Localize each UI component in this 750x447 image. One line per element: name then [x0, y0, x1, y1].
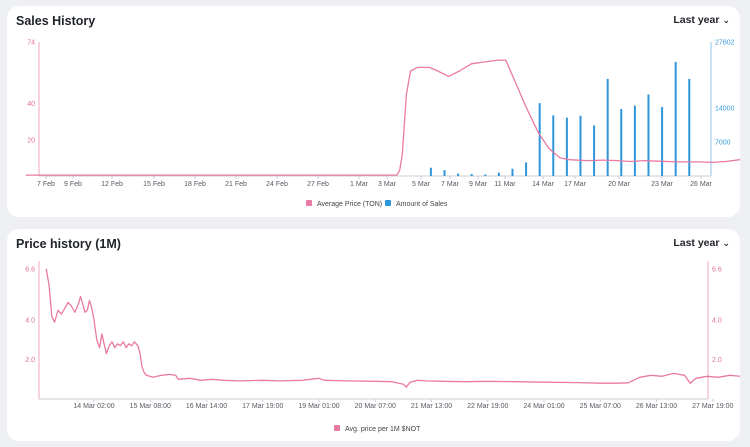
x-tick-label: 14 Mar [532, 181, 554, 188]
sales-history-title: Sales History [16, 14, 96, 28]
x-tick-label: 16 Mar 14:00 [186, 403, 227, 410]
sales-history-period-label: Last year [673, 14, 720, 26]
x-tick-label: 15 Mar 08:00 [130, 403, 171, 410]
sales-bar [661, 107, 664, 176]
right-y-tick-label: 2.0 [712, 357, 722, 364]
sales-bar [579, 115, 582, 176]
price-history-title: Price history (1M) [16, 237, 121, 251]
sales-bar [552, 115, 555, 176]
x-tick-label: 21 Feb [225, 181, 247, 188]
legend-label-average-price: Average Price (TON) [317, 201, 382, 208]
sales-history-card: Sales History Last year ⌄ 74 40 20 27602 1400… [7, 6, 740, 217]
right-y-tick-label: 27602 [715, 40, 735, 47]
sales-history-legend: Average Price (TON) Amount of Sales [306, 200, 448, 208]
sales-bar [429, 167, 432, 176]
x-tick-label: 7 Mar [441, 181, 460, 188]
x-tick-label: 20 Mar [608, 181, 630, 188]
sales-history-chart: 74 40 20 27602 14000 7000 7 Feb 9 Feb 12 Feb 15 F… [25, 40, 740, 208]
x-tick-label: 5 Mar [412, 181, 431, 188]
sales-bar [497, 172, 500, 176]
price-history-chart: 6.6 6.6 4.0 4.0 2.0 2.0 14 Mar 02:00 15 Mar 08:… [25, 261, 740, 433]
price-history-period-dropdown[interactable]: Last year ⌄ [673, 237, 730, 249]
left-y-tick-label: 74 [27, 40, 35, 47]
x-tick-label: 19 Mar 01:00 [298, 403, 339, 410]
left-y-tick-label: 4.0 [25, 318, 35, 325]
left-y-tick-label: 40 [27, 101, 35, 108]
sales-bar [647, 94, 650, 176]
left-y-tick-label: 20 [27, 137, 35, 144]
sales-bar [443, 170, 446, 176]
sales-bar [606, 78, 609, 176]
price-history-card: Price history (1M) Last year ⌄ 6.6 6.6 4.0 4… [7, 229, 740, 441]
legend-label-amount-of-sales: Amount of Sales [396, 201, 448, 208]
x-tick-label: 20 Mar 07:00 [355, 403, 396, 410]
sales-bar [484, 174, 487, 176]
x-tick-label: 14 Mar 02:00 [73, 403, 114, 410]
x-tick-label: 12 Feb [101, 181, 123, 188]
average-price-line [25, 59, 740, 176]
x-tick-label: 25 Mar 07:00 [580, 403, 621, 410]
x-tick-label: 9 Mar [469, 181, 488, 188]
sales-bar [593, 125, 596, 176]
x-tick-label: 27 Mar 19:00 [692, 403, 733, 410]
right-y-tick-label: 4.0 [712, 318, 722, 325]
sales-bar [511, 168, 514, 176]
x-tick-label: 18 Feb [184, 181, 206, 188]
right-y-tick-label: 6.6 [712, 266, 722, 273]
x-tick-label: 11 Mar [494, 181, 516, 188]
sales-bar [457, 173, 460, 176]
x-tick-label: 17 Mar [564, 181, 586, 188]
sales-bar [633, 105, 636, 176]
sales-history-period-dropdown[interactable]: Last year ⌄ [673, 14, 730, 26]
price-history-legend: Avg. price per 1M $NOT [334, 425, 421, 433]
x-tick-label: 9 Feb [64, 181, 82, 188]
legend-label-avg-price: Avg. price per 1M $NOT [345, 426, 421, 433]
x-tick-label: 22 Mar 19:00 [467, 403, 508, 410]
x-tick-label: 3 Mar [378, 181, 397, 188]
x-tick-label: 26 Mar 13:00 [636, 403, 677, 410]
x-tick-label: 21 Mar 13:00 [411, 403, 452, 410]
chevron-down-icon: ⌄ [722, 15, 730, 25]
chevron-down-icon: ⌄ [722, 238, 730, 248]
sales-bar [620, 109, 623, 176]
legend-swatch-amount-of-sales [385, 200, 391, 206]
x-tick-label: 26 Mar [690, 181, 712, 188]
x-tick-label: 17 Mar 19:00 [242, 403, 283, 410]
x-tick-label: 24 Feb [266, 181, 288, 188]
left-y-tick-label: 6.6 [25, 266, 35, 273]
x-tick-label: 24 Mar 01:00 [523, 403, 564, 410]
right-y-tick-label: 7000 [715, 140, 731, 147]
x-tick-label: 27 Feb [307, 181, 329, 188]
sales-bar [525, 162, 528, 176]
right-y-tick-label: 14000 [715, 106, 735, 113]
sales-bar [688, 78, 691, 176]
x-tick-label: 1 Mar [350, 181, 369, 188]
price-history-period-label: Last year [673, 237, 720, 249]
sales-bar [470, 174, 473, 176]
sales-bar [565, 117, 568, 176]
legend-swatch-average-price [306, 200, 312, 206]
sales-bar [674, 61, 677, 176]
avg-price-line [45, 268, 740, 388]
x-tick-label: 15 Feb [143, 181, 165, 188]
sales-bar [538, 103, 541, 176]
legend-swatch-avg-price [334, 425, 340, 431]
x-tick-label: 7 Feb [37, 181, 55, 188]
x-tick-label: 23 Mar [651, 181, 673, 188]
left-y-tick-label: 2.0 [25, 357, 35, 364]
